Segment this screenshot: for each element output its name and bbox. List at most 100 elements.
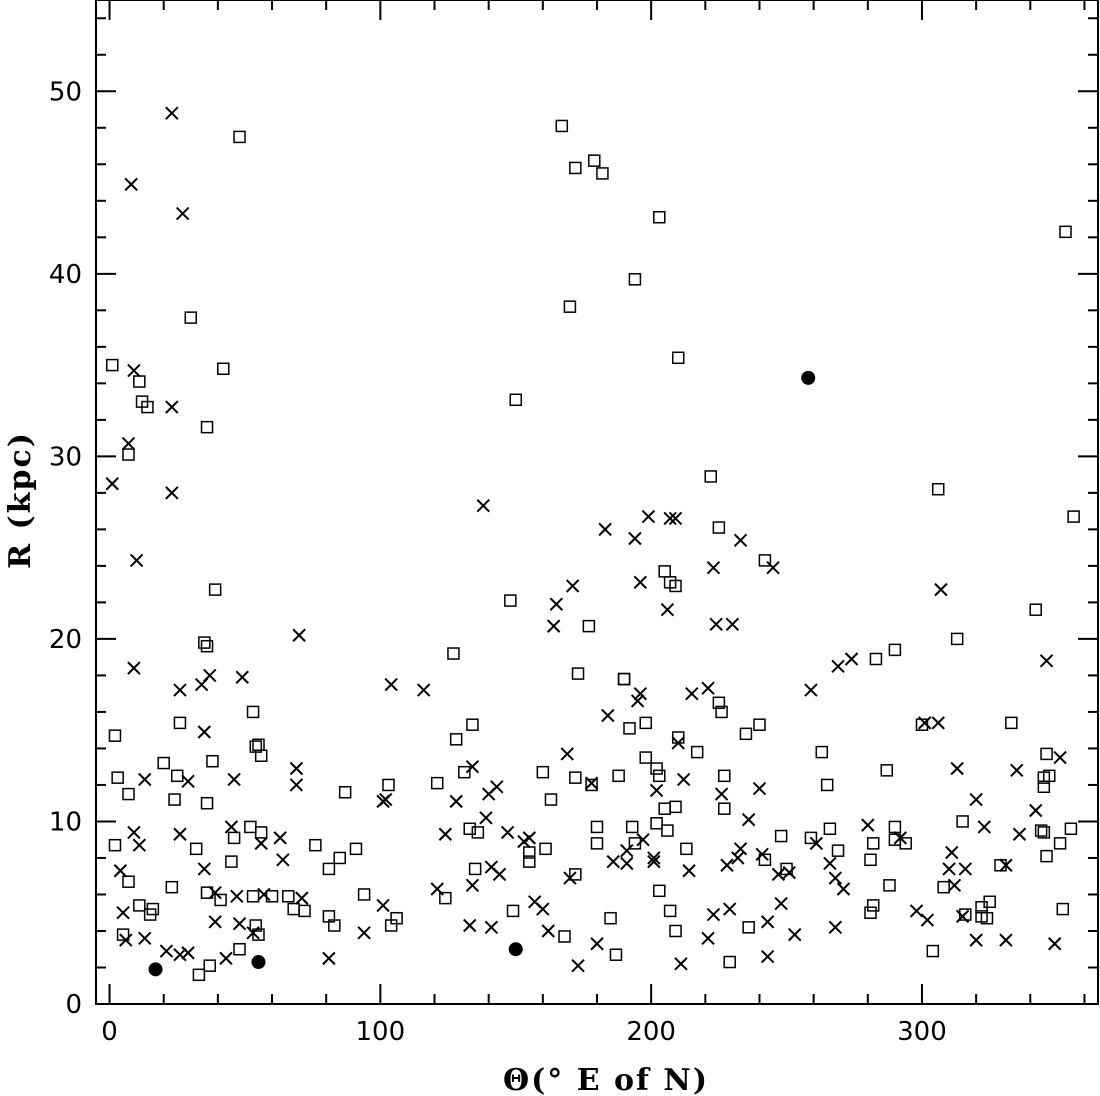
square-marker bbox=[628, 837, 642, 850]
cross-marker bbox=[138, 772, 152, 787]
cross-marker bbox=[276, 853, 290, 867]
cross-marker bbox=[479, 811, 493, 825]
square-marker bbox=[328, 919, 341, 932]
square-marker bbox=[883, 879, 896, 892]
square-marker bbox=[1056, 902, 1070, 916]
square-marker bbox=[133, 899, 146, 912]
square-marker bbox=[233, 942, 246, 956]
square-marker bbox=[225, 855, 238, 868]
square-marker bbox=[558, 930, 571, 943]
cross-marker bbox=[668, 511, 683, 526]
cross-marker bbox=[674, 957, 688, 971]
cross-marker bbox=[224, 820, 239, 834]
cross-marker bbox=[709, 617, 723, 632]
cross-marker bbox=[771, 867, 786, 882]
square-marker bbox=[569, 161, 582, 175]
filled-dot-marker bbox=[801, 370, 816, 385]
square-marker bbox=[141, 400, 154, 414]
cross-marker bbox=[760, 915, 775, 929]
y-tick-label: 50 bbox=[49, 77, 82, 107]
cross-marker bbox=[292, 628, 306, 642]
cross-marker bbox=[129, 553, 144, 568]
filled-dot-marker bbox=[508, 942, 523, 957]
square-marker bbox=[143, 908, 157, 921]
square-marker bbox=[712, 521, 726, 534]
cross-marker bbox=[384, 677, 398, 692]
square-marker bbox=[831, 844, 845, 857]
cross-marker bbox=[630, 694, 645, 708]
square-marker bbox=[122, 875, 135, 888]
cross-marker bbox=[476, 498, 490, 513]
cross-marker bbox=[606, 854, 620, 869]
square-marker bbox=[1059, 225, 1072, 239]
square-marker bbox=[671, 731, 685, 744]
cross-marker bbox=[113, 864, 128, 878]
square-marker bbox=[168, 793, 181, 806]
square-marker bbox=[170, 769, 184, 783]
square-marker bbox=[690, 745, 704, 759]
cross-marker bbox=[208, 915, 222, 929]
square-marker bbox=[184, 311, 198, 324]
square-marker bbox=[246, 705, 260, 719]
square-marker bbox=[815, 745, 829, 759]
cross-marker bbox=[701, 931, 715, 945]
cross-marker bbox=[641, 509, 656, 524]
square-marker bbox=[1034, 824, 1048, 837]
cross-marker bbox=[787, 927, 802, 942]
cross-marker bbox=[438, 827, 453, 841]
square-marker bbox=[658, 565, 671, 578]
cross-marker bbox=[165, 400, 179, 414]
cross-marker bbox=[804, 683, 818, 697]
square-marker bbox=[200, 796, 214, 810]
cross-marker bbox=[633, 686, 648, 701]
square-marker bbox=[1064, 822, 1078, 836]
square-marker bbox=[582, 619, 596, 633]
cross-marker bbox=[958, 862, 973, 876]
cross-marker bbox=[782, 865, 796, 880]
square-marker bbox=[1037, 826, 1051, 839]
square-marker bbox=[639, 716, 652, 730]
square-marker bbox=[926, 944, 940, 958]
cross-marker bbox=[449, 794, 463, 809]
cross-marker bbox=[127, 825, 141, 840]
cross-marker bbox=[1039, 654, 1054, 668]
square-marker bbox=[449, 733, 463, 746]
square-marker bbox=[718, 802, 731, 815]
square-marker bbox=[774, 829, 788, 843]
square-marker bbox=[571, 667, 585, 680]
square-marker bbox=[663, 904, 677, 918]
square-marker bbox=[1043, 769, 1056, 783]
cross-marker bbox=[230, 889, 244, 904]
x-tick-label: 300 bbox=[897, 1017, 947, 1047]
square-marker bbox=[718, 769, 731, 783]
square-marker bbox=[1040, 849, 1053, 863]
cross-marker bbox=[173, 948, 187, 962]
square-marker bbox=[122, 787, 135, 801]
square-marker bbox=[980, 911, 994, 925]
square-marker bbox=[214, 893, 227, 907]
cross-marker bbox=[254, 836, 268, 851]
square-marker bbox=[122, 448, 135, 461]
square-marker bbox=[265, 890, 279, 903]
cross-marker bbox=[774, 896, 788, 911]
square-marker bbox=[899, 837, 912, 850]
cross-marker bbox=[357, 926, 371, 940]
cross-marker bbox=[706, 907, 721, 922]
square-marker bbox=[820, 778, 834, 792]
cross-marker bbox=[116, 906, 130, 920]
y-tick-label: 30 bbox=[49, 442, 82, 472]
cross-marker bbox=[465, 759, 480, 774]
cross-marker bbox=[235, 670, 249, 684]
square-marker bbox=[523, 855, 536, 868]
square-marker bbox=[866, 837, 880, 850]
square-marker bbox=[165, 880, 179, 894]
cross-marker bbox=[647, 854, 661, 869]
square-marker bbox=[1067, 510, 1080, 523]
square-marker bbox=[189, 842, 203, 856]
cross-marker bbox=[720, 858, 734, 872]
square-marker bbox=[590, 837, 604, 850]
square-marker bbox=[617, 672, 631, 686]
square-marker bbox=[650, 817, 663, 830]
cross-marker bbox=[831, 659, 845, 673]
